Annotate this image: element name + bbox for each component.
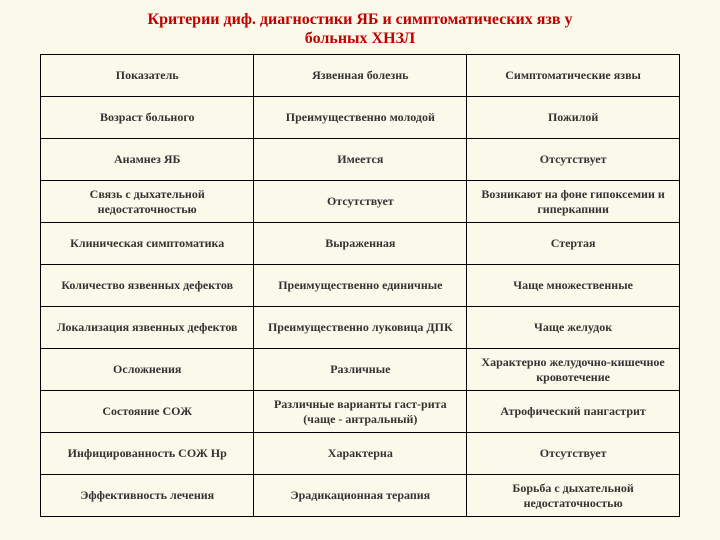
table-cell: Клиническая симптоматика [41, 223, 254, 265]
table-cell: Борьба с дыхательной недостаточностью [467, 475, 680, 517]
table-row: Состояние СОЖРазличные варианты гаст-рит… [41, 391, 680, 433]
table-row: Локализация язвенных дефектовПреимуществ… [41, 307, 680, 349]
table-cell: Преимущественно единичные [254, 265, 467, 307]
table-cell: Связь с дыхательной недостаточностью [41, 181, 254, 223]
table-cell: Стертая [467, 223, 680, 265]
table-cell: Анамнез ЯБ [41, 139, 254, 181]
table-row: Возраст больногоПреимущественно молодойП… [41, 97, 680, 139]
table-row: Анамнез ЯБИмеетсяОтсутствует [41, 139, 680, 181]
title-line-2: больных ХНЗЛ [305, 30, 415, 47]
table-header-row: Показатель Язвенная болезнь Симптоматиче… [41, 55, 680, 97]
table-cell: Состояние СОЖ [41, 391, 254, 433]
table-row: ОсложненияРазличныеХарактерно желудочно-… [41, 349, 680, 391]
table-cell: Чаще желудок [467, 307, 680, 349]
table-row: Инфицированность СОЖ НрХарактернаОтсутст… [41, 433, 680, 475]
table-cell: Эффективность лечения [41, 475, 254, 517]
table-cell: Атрофический пангастрит [467, 391, 680, 433]
table-cell: Локализация язвенных дефектов [41, 307, 254, 349]
table-cell: Отсутствует [467, 139, 680, 181]
table-cell: Имеется [254, 139, 467, 181]
table-cell: Характерна [254, 433, 467, 475]
table-cell: Различные варианты гаст-рита (чаще - ант… [254, 391, 467, 433]
table-cell: Пожилой [467, 97, 680, 139]
table-cell: Эрадикационная терапия [254, 475, 467, 517]
table-cell: Отсутствует [254, 181, 467, 223]
table-row: Количество язвенных дефектовПреимуществе… [41, 265, 680, 307]
table-cell: Возникают на фоне гипоксемии и гиперкапн… [467, 181, 680, 223]
table-cell: Количество язвенных дефектов [41, 265, 254, 307]
table-row: Эффективность леченияЭрадикационная тера… [41, 475, 680, 517]
table-cell: Различные [254, 349, 467, 391]
col-header-0: Показатель [41, 55, 254, 97]
page-title: Критерии диф. диагностики ЯБ и симптомат… [40, 10, 680, 48]
table-body: Возраст больногоПреимущественно молодойП… [41, 97, 680, 517]
table-cell: Инфицированность СОЖ Нр [41, 433, 254, 475]
table-cell: Выраженная [254, 223, 467, 265]
table-cell: Преимущественно луковица ДПК [254, 307, 467, 349]
col-header-2: Симптоматические язвы [467, 55, 680, 97]
table-row: Связь с дыхательной недостаточностьюОтсу… [41, 181, 680, 223]
table-cell: Возраст больного [41, 97, 254, 139]
table-cell: Осложнения [41, 349, 254, 391]
table-cell: Отсутствует [467, 433, 680, 475]
title-line-1: Критерии диф. диагностики ЯБ и симптомат… [148, 11, 573, 28]
col-header-1: Язвенная болезнь [254, 55, 467, 97]
table-cell: Чаще множественные [467, 265, 680, 307]
diagnostic-table: Показатель Язвенная болезнь Симптоматиче… [40, 54, 680, 517]
table-cell: Характерно желудочно-кишечное кровотечен… [467, 349, 680, 391]
table-cell: Преимущественно молодой [254, 97, 467, 139]
table-row: Клиническая симптоматикаВыраженнаяСтерта… [41, 223, 680, 265]
